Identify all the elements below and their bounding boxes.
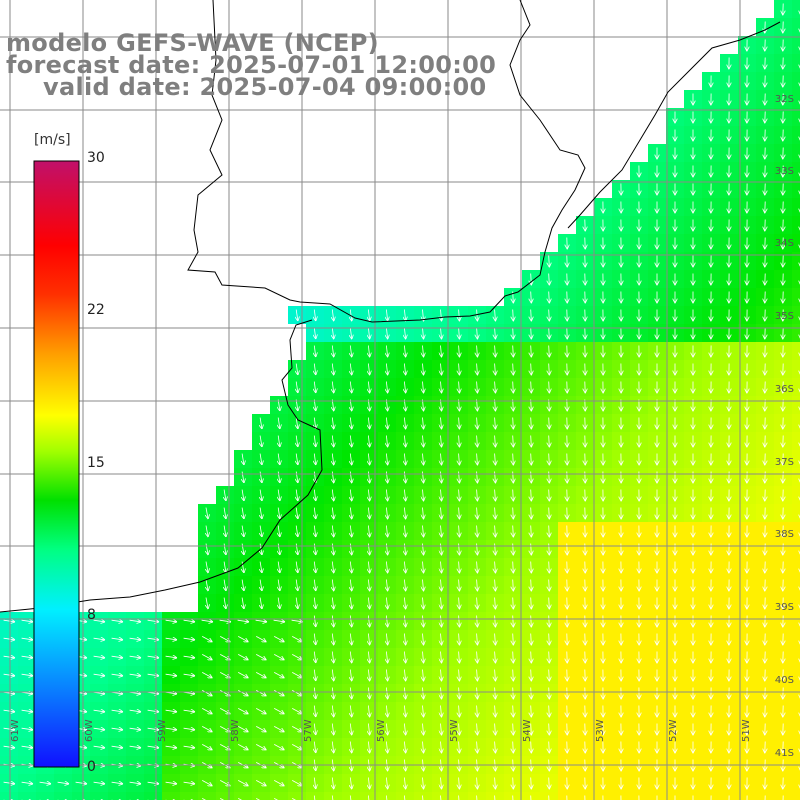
wind-cell [792, 288, 800, 306]
colorbar-tick: 30 [87, 150, 105, 166]
lon-label: 54W [522, 719, 533, 742]
wind-cell [36, 792, 54, 800]
wind-cell [792, 216, 800, 234]
colorbar-tick: 0 [87, 759, 96, 775]
lat-label: 33S [774, 166, 794, 177]
wind-cell [792, 504, 800, 522]
lat-label: 34S [774, 238, 794, 249]
wind-cell [792, 648, 800, 666]
wind-cell [54, 792, 72, 800]
wind-cell [270, 792, 288, 800]
lat-label: 35S [774, 311, 794, 322]
lon-label: 59W [157, 719, 168, 742]
wind-cell [108, 792, 126, 800]
wind-cell [72, 792, 90, 800]
wind-cell [792, 396, 800, 414]
wind-cell [792, 36, 800, 54]
wind-cell [792, 162, 800, 180]
wind-cell [792, 108, 800, 126]
lon-label: 60W [84, 719, 95, 742]
wind-cell [18, 792, 36, 800]
wind-cell [792, 198, 800, 216]
wind-cell [792, 144, 800, 162]
lat-label: 37S [774, 457, 794, 468]
wind-cell [792, 594, 800, 612]
wind-cell [792, 612, 800, 630]
wind-cell [792, 486, 800, 504]
wind-cell [252, 792, 270, 800]
lat-label: 36S [774, 384, 794, 395]
wind-cell [792, 180, 800, 198]
lon-label: 55W [449, 719, 460, 742]
wind-cell [180, 792, 198, 800]
wind-cell [792, 522, 800, 540]
lat-label: 32S [774, 94, 794, 105]
wind-cell [792, 360, 800, 378]
wind-cell [792, 558, 800, 576]
wind-cell [792, 126, 800, 144]
wind-cell [792, 342, 800, 360]
wind-cell [792, 540, 800, 558]
wind-cell [792, 54, 800, 72]
wind-cell [792, 0, 800, 18]
wind-cell [792, 702, 800, 720]
lon-label: 56W [376, 719, 387, 742]
colorbar-tick: 15 [87, 455, 105, 471]
lat-label: 41S [774, 748, 794, 759]
wind-cell [792, 684, 800, 702]
wind-cell [0, 792, 18, 800]
colorbar-tick: 8 [87, 607, 96, 623]
wind-cell [792, 450, 800, 468]
wind-cell [792, 324, 800, 342]
wind-cell [288, 792, 306, 800]
wind-cell [144, 792, 162, 800]
wind-cell [792, 666, 800, 684]
colorbar [33, 160, 80, 768]
lat-label: 40S [774, 675, 794, 686]
wind-cell [216, 792, 234, 800]
wind-cell [792, 774, 800, 792]
valid-date: valid date: 2025-07-04 09:00:00 [43, 73, 487, 101]
wind-cell [90, 792, 108, 800]
wind-cell [792, 720, 800, 738]
wind-cell [792, 90, 800, 108]
wind-cell [792, 378, 800, 396]
wind-cell [792, 18, 800, 36]
wind-cell [792, 576, 800, 594]
lon-label: 57W [303, 719, 314, 742]
wind-cell [126, 792, 144, 800]
wind-cell [234, 792, 252, 800]
lon-label: 53W [595, 719, 606, 742]
wind-cell [162, 792, 180, 800]
wind-cell [792, 414, 800, 432]
colorbar-unit: [m/s] [34, 132, 71, 148]
wind-cell [792, 270, 800, 288]
wind-cell [198, 792, 216, 800]
lon-label: 61W [10, 719, 21, 742]
lat-label: 39S [774, 602, 794, 613]
wind-cell [792, 630, 800, 648]
wind-cell [792, 306, 800, 324]
wind-cell [792, 792, 800, 800]
colorbar-tick: 22 [87, 302, 105, 318]
lon-label: 52W [668, 719, 679, 742]
wind-cell [792, 72, 800, 90]
wind-cell [792, 432, 800, 450]
wind-cell [792, 234, 800, 252]
lat-label: 38S [774, 529, 794, 540]
lon-label: 58W [230, 719, 241, 742]
wind-cell [792, 468, 800, 486]
wind-cell [792, 252, 800, 270]
lon-label: 51W [741, 719, 752, 742]
